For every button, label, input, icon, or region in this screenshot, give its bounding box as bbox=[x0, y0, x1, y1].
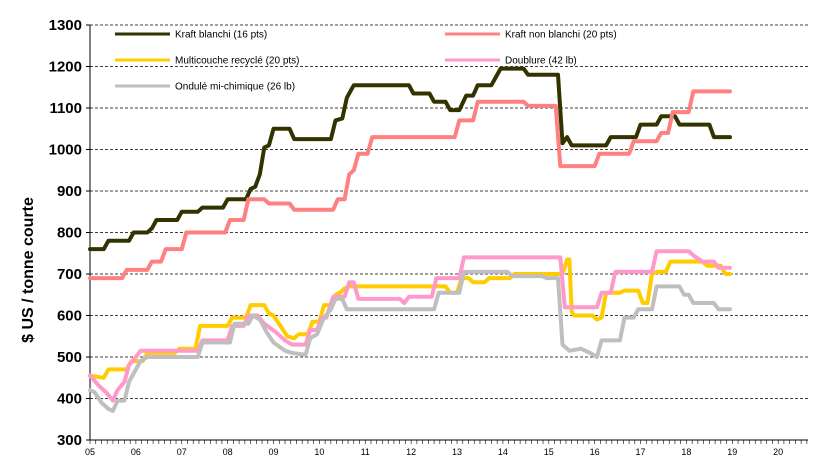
y-tick-label: 800 bbox=[57, 225, 82, 242]
x-tick-label: 08 bbox=[223, 447, 233, 457]
x-tick-label: 17 bbox=[636, 447, 646, 457]
y-tick-label: 700 bbox=[57, 266, 82, 283]
x-tick-label: 19 bbox=[727, 447, 737, 457]
x-tick-label: 18 bbox=[681, 447, 691, 457]
x-tick-label: 10 bbox=[314, 447, 324, 457]
legend-label-2: Kraft non blanchi (20 pts) bbox=[505, 30, 617, 41]
y-tick-label: 400 bbox=[57, 391, 82, 408]
x-tick-label: 05 bbox=[85, 447, 95, 457]
legend-label-3: Multicouche recyclé (20 pts) bbox=[175, 56, 300, 67]
y-tick-label: 1300 bbox=[49, 17, 82, 34]
series-line-5 bbox=[88, 269, 732, 413]
y-tick-labels: 300 400 500 600 700 800 900 1000 1100 1200 1300 bbox=[49, 17, 82, 449]
axes bbox=[86, 24, 808, 444]
x-tick-labels: 05 06 07 08 09 10 11 12 13 14 15 16 17 18 19 20 bbox=[85, 447, 783, 457]
y-tick-label: 1100 bbox=[49, 100, 82, 117]
legend: Kraft blanchi (16 pts) Kraft non blanchi … bbox=[115, 30, 617, 93]
x-tick-label: 13 bbox=[452, 447, 462, 457]
y-tick-label: 1000 bbox=[49, 142, 82, 159]
x-tick-label: 15 bbox=[544, 447, 554, 457]
series-line-1 bbox=[88, 66, 732, 252]
series-line-2 bbox=[88, 89, 732, 281]
x-tick-label: 16 bbox=[590, 447, 600, 457]
x-tick-label: 14 bbox=[498, 447, 508, 457]
y-tick-label: 600 bbox=[57, 308, 82, 325]
series-line-4 bbox=[88, 249, 732, 403]
series-lines bbox=[88, 66, 732, 413]
x-tick-label: 20 bbox=[773, 447, 783, 457]
x-tick-label: 06 bbox=[131, 447, 141, 457]
x-tick-label: 12 bbox=[406, 447, 416, 457]
y-tick-label: 1200 bbox=[49, 59, 82, 76]
y-tick-label: 300 bbox=[57, 432, 82, 449]
legend-label-4: Doublure (42 lb) bbox=[505, 56, 577, 67]
legend-label-5: Ondulé mi-chimique (26 lb) bbox=[175, 82, 295, 93]
legend-label-1: Kraft blanchi (16 pts) bbox=[175, 30, 267, 41]
x-tick-label: 11 bbox=[361, 447, 370, 457]
y-tick-label: 500 bbox=[57, 349, 82, 366]
x-tick-label: 07 bbox=[177, 447, 187, 457]
y-tick-label: 900 bbox=[57, 183, 82, 200]
x-tick-label: 09 bbox=[269, 447, 279, 457]
y-axis-label: $ US / tonne courte bbox=[20, 197, 37, 343]
